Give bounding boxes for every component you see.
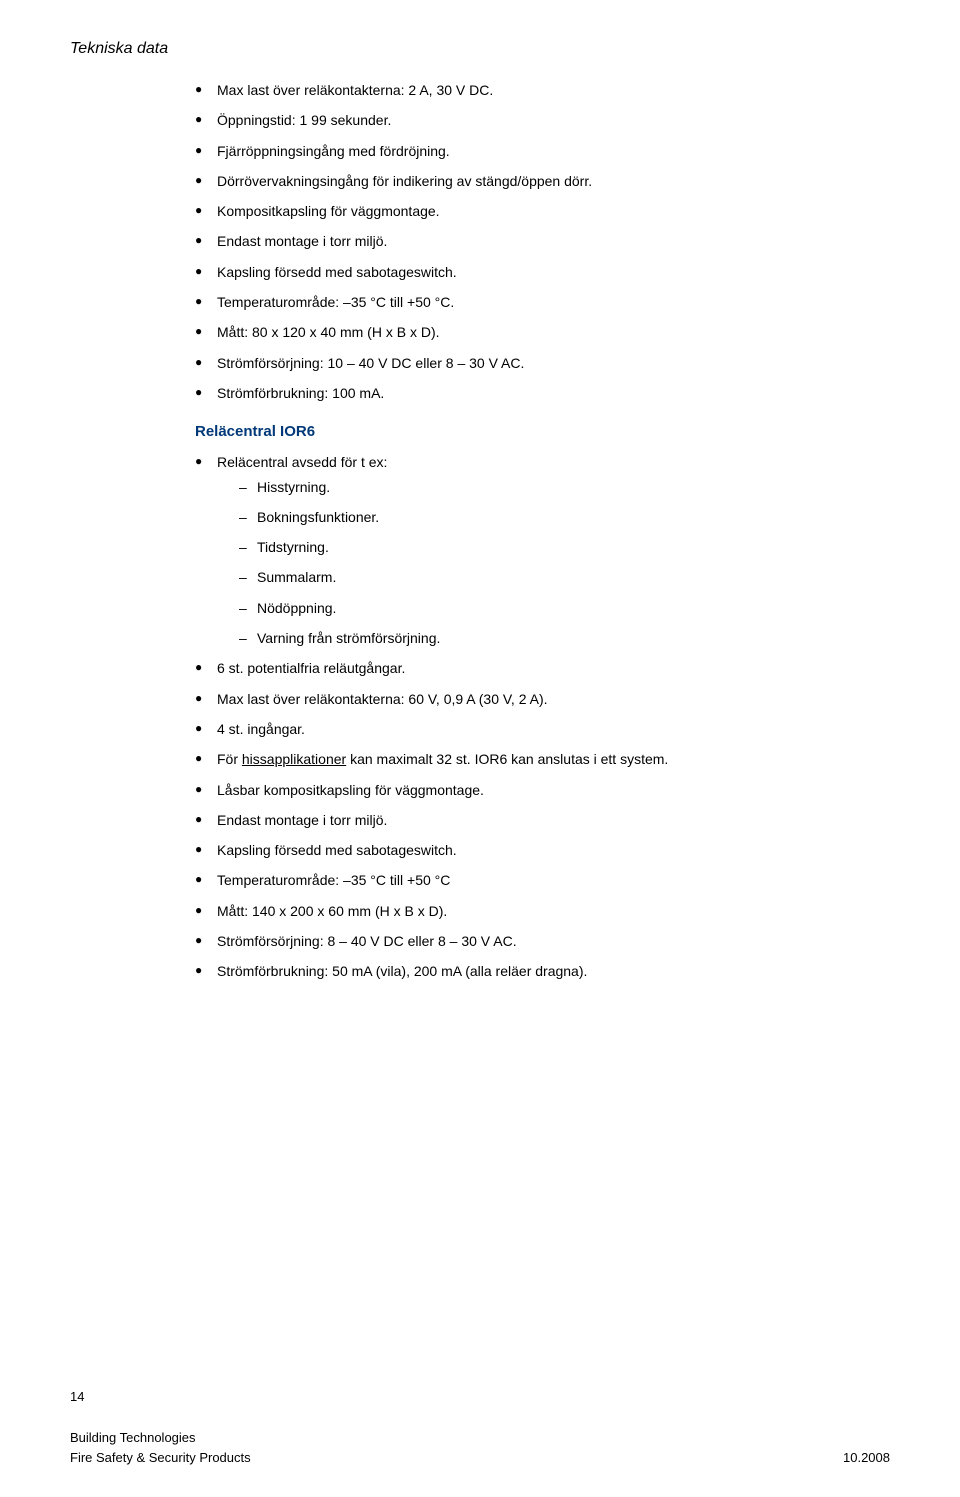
sub-list-item: Varning från strömförsörjning. bbox=[239, 628, 890, 648]
sub-list: Hisstyrning. Bokningsfunktioner. Tidstyr… bbox=[239, 477, 890, 649]
list-item: Låsbar kompositkapsling för väggmontage. bbox=[195, 780, 890, 800]
list-item: Strömförsörjning: 10 – 40 V DC eller 8 –… bbox=[195, 353, 890, 373]
spec-list-2: Reläcentral avsedd för t ex: Hisstyrning… bbox=[195, 452, 890, 981]
list-item: Fjärröppningsingång med fördröjning. bbox=[195, 141, 890, 161]
list-item: Reläcentral avsedd för t ex: Hisstyrning… bbox=[195, 452, 890, 648]
list-item-text: Strömförsörjning: 8 – 40 V DC eller 8 – … bbox=[217, 933, 517, 949]
sub-list-item-text: Varning från strömförsörjning. bbox=[257, 630, 440, 646]
list-item-text: Strömförbrukning: 100 mA. bbox=[217, 385, 384, 401]
page-footer: 14 Building Technologies Fire Safety & S… bbox=[70, 1389, 890, 1467]
section-heading-ior6: Reläcentral IOR6 bbox=[195, 423, 890, 440]
list-item-text: Endast montage i torr miljö. bbox=[217, 233, 387, 249]
list-item-text: Kompositkapsling för väggmontage. bbox=[217, 203, 440, 219]
list-item: Strömförbrukning: 50 mA (vila), 200 mA (… bbox=[195, 961, 890, 981]
document-content: Max last över reläkontakterna: 2 A, 30 V… bbox=[195, 80, 890, 982]
sub-list-item-text: Hisstyrning. bbox=[257, 479, 330, 495]
list-item: 6 st. potentialfria reläutgångar. bbox=[195, 658, 890, 678]
spec-list-1: Max last över reläkontakterna: 2 A, 30 V… bbox=[195, 80, 890, 403]
list-item-text: 6 st. potentialfria reläutgångar. bbox=[217, 660, 405, 676]
sub-list-item-text: Nödöppning. bbox=[257, 600, 336, 616]
list-item-text: Öppningstid: 1 99 sekunder. bbox=[217, 112, 391, 128]
list-item-text: Kapsling försedd med sabotageswitch. bbox=[217, 264, 457, 280]
sub-list-item-text: Summalarm. bbox=[257, 569, 336, 585]
list-item-text: Temperaturområde: –35 °C till +50 °C. bbox=[217, 294, 454, 310]
list-item-text: 4 st. ingångar. bbox=[217, 721, 305, 737]
sub-list-item-text: Bokningsfunktioner. bbox=[257, 509, 379, 525]
list-item-text: Kapsling försedd med sabotageswitch. bbox=[217, 842, 457, 858]
sub-list-item: Bokningsfunktioner. bbox=[239, 507, 890, 527]
footer-line2-left: Fire Safety & Security Products bbox=[70, 1448, 251, 1468]
list-item: Mått: 80 x 120 x 40 mm (H x B x D). bbox=[195, 322, 890, 342]
list-item: Mått: 140 x 200 x 60 mm (H x B x D). bbox=[195, 901, 890, 921]
footer-row-2: Fire Safety & Security Products 10.2008 bbox=[70, 1448, 890, 1468]
list-item: Dörrövervakningsingång för indikering av… bbox=[195, 171, 890, 191]
list-item: Öppningstid: 1 99 sekunder. bbox=[195, 110, 890, 130]
document-page: Tekniska data Max last över reläkontakte… bbox=[0, 0, 960, 1497]
page-number: 14 bbox=[70, 1389, 890, 1404]
list-item: Temperaturområde: –35 °C till +50 °C bbox=[195, 870, 890, 890]
sub-list-item: Tidstyrning. bbox=[239, 537, 890, 557]
list-item: Kapsling försedd med sabotageswitch. bbox=[195, 262, 890, 282]
list-item: Kapsling försedd med sabotageswitch. bbox=[195, 840, 890, 860]
list-item-text-post: kan maximalt 32 st. IOR6 kan anslutas i … bbox=[346, 751, 668, 767]
list-item-text: Mått: 140 x 200 x 60 mm (H x B x D). bbox=[217, 903, 447, 919]
list-item-text: Mått: 80 x 120 x 40 mm (H x B x D). bbox=[217, 324, 440, 340]
list-item-text: Max last över reläkontakterna: 60 V, 0,9… bbox=[217, 691, 548, 707]
sub-list-item: Nödöppning. bbox=[239, 598, 890, 618]
list-item: Strömförbrukning: 100 mA. bbox=[195, 383, 890, 403]
footer-row-1: Building Technologies bbox=[70, 1428, 890, 1448]
list-item: För hissapplikationer kan maximalt 32 st… bbox=[195, 749, 890, 769]
footer-line2-right: 10.2008 bbox=[843, 1448, 890, 1468]
list-item-text: Max last över reläkontakterna: 2 A, 30 V… bbox=[217, 82, 493, 98]
list-item: 4 st. ingångar. bbox=[195, 719, 890, 739]
list-item: Temperaturområde: –35 °C till +50 °C. bbox=[195, 292, 890, 312]
list-item-text: Strömförbrukning: 50 mA (vila), 200 mA (… bbox=[217, 963, 587, 979]
list-item-text: Temperaturområde: –35 °C till +50 °C bbox=[217, 872, 450, 888]
list-item-text: Dörrövervakningsingång för indikering av… bbox=[217, 173, 592, 189]
list-item: Max last över reläkontakterna: 2 A, 30 V… bbox=[195, 80, 890, 100]
list-item: Max last över reläkontakterna: 60 V, 0,9… bbox=[195, 689, 890, 709]
list-item-text-pre: För bbox=[217, 751, 242, 767]
sub-list-item-text: Tidstyrning. bbox=[257, 539, 329, 555]
list-item-text: Endast montage i torr miljö. bbox=[217, 812, 387, 828]
list-item-text: Låsbar kompositkapsling för väggmontage. bbox=[217, 782, 484, 798]
list-item: Strömförsörjning: 8 – 40 V DC eller 8 – … bbox=[195, 931, 890, 951]
list-item-text: Strömförsörjning: 10 – 40 V DC eller 8 –… bbox=[217, 355, 524, 371]
sub-list-item: Hisstyrning. bbox=[239, 477, 890, 497]
page-header-title: Tekniska data bbox=[70, 40, 890, 58]
list-item-text-underlined: hissapplikationer bbox=[242, 751, 346, 767]
list-item: Endast montage i torr miljö. bbox=[195, 810, 890, 830]
list-item-text: Reläcentral avsedd för t ex: bbox=[217, 454, 387, 470]
footer-line1-left: Building Technologies bbox=[70, 1428, 196, 1448]
sub-list-item: Summalarm. bbox=[239, 567, 890, 587]
list-item-text: Fjärröppningsingång med fördröjning. bbox=[217, 143, 450, 159]
list-item: Kompositkapsling för väggmontage. bbox=[195, 201, 890, 221]
list-item: Endast montage i torr miljö. bbox=[195, 231, 890, 251]
